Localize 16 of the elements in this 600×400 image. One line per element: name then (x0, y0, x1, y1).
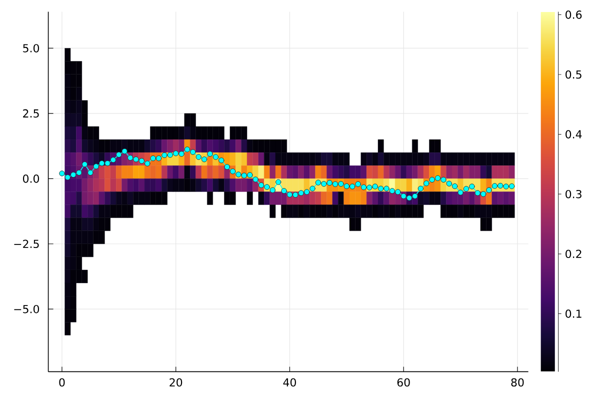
color-bar-label: 0.6 (566, 10, 582, 19)
x-tick-label: 80 (511, 378, 524, 387)
x-tick-label: 20 (170, 378, 182, 387)
color-bar-label: 0.4 (566, 130, 582, 138)
y-tick-label: −5.0 (14, 304, 40, 314)
y-tick-label: 0.0 (22, 174, 40, 183)
y-tick-label: 5.0 (23, 44, 40, 52)
y-tick-label: −2.5 (14, 240, 39, 248)
color-bar-label: 0.1 (566, 310, 582, 318)
color-bar-label: 0.3 (566, 190, 582, 198)
color-bar-label: 0.2 (566, 250, 582, 258)
x-tick-label: 60 (397, 378, 410, 387)
x-tick-label: 40 (283, 378, 296, 387)
color-bar-label: 0.5 (566, 70, 582, 79)
y-tick-label: 2.5 (23, 109, 39, 118)
x-tick-label: 0 (59, 378, 65, 387)
